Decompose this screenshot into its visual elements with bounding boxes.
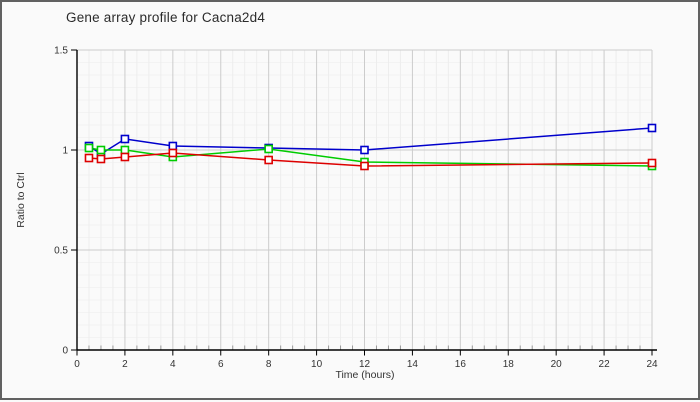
series-red-marker [84,153,94,163]
series-red-marker [120,152,130,162]
series-blue-marker [168,141,178,151]
x-tick-label: 22 [599,359,611,370]
x-tick-label: 2 [122,359,128,370]
x-tick-label: 8 [266,359,272,370]
series-green-marker [264,144,273,154]
series-red-marker [96,154,106,164]
y-tick-label: 0 [62,346,68,357]
series-blue-marker [647,123,657,133]
x-tick-label: 24 [646,359,658,370]
series-blue-marker [120,134,130,144]
x-tick-label: 6 [218,359,224,370]
x-tick-label: 0 [74,359,80,370]
x-axis-label: Time (hours) [335,369,395,381]
y-tick-label: 1.5 [54,46,68,57]
x-tick-label: 20 [551,359,563,370]
series-red-marker [360,161,369,171]
series-green-marker [120,145,130,155]
x-tick-label: 14 [407,359,419,370]
series-red-marker [264,155,273,165]
y-tick-label: 0.5 [54,246,68,257]
x-tick-label: 12 [359,359,371,370]
x-tick-label: 10 [311,359,323,370]
series-green-marker [96,145,106,155]
x-tick-label: 4 [170,359,176,370]
chart-title: Gene array profile for Cacna2d4 [66,10,266,25]
series-red-marker [168,148,178,158]
series-blue-marker [360,145,369,155]
series-green-marker [84,143,94,153]
series-red-marker [647,158,657,168]
y-tick-label: 1 [62,146,68,157]
x-tick-label: 16 [455,359,467,370]
x-tick-label: 18 [503,359,515,370]
